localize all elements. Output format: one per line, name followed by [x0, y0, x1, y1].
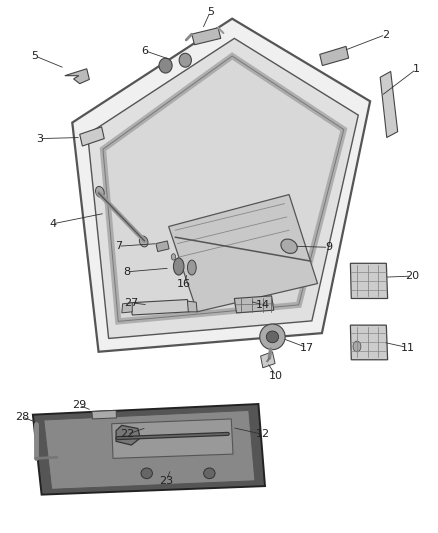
Text: 20: 20: [405, 271, 419, 281]
Polygon shape: [44, 410, 255, 489]
Text: 23: 23: [159, 476, 173, 486]
Polygon shape: [116, 425, 140, 445]
Polygon shape: [112, 419, 233, 458]
Text: 2: 2: [382, 30, 389, 39]
Text: 5: 5: [207, 7, 214, 17]
Text: 3: 3: [36, 134, 43, 143]
Polygon shape: [380, 71, 398, 138]
Polygon shape: [80, 127, 104, 146]
Polygon shape: [192, 28, 221, 45]
Ellipse shape: [173, 258, 184, 275]
Polygon shape: [33, 404, 265, 495]
Ellipse shape: [171, 254, 176, 260]
Polygon shape: [72, 19, 370, 352]
Text: 16: 16: [177, 279, 191, 288]
Ellipse shape: [266, 331, 279, 343]
Polygon shape: [234, 296, 274, 313]
Polygon shape: [350, 263, 388, 298]
Text: 10: 10: [269, 371, 283, 381]
Ellipse shape: [353, 341, 361, 352]
Text: 5: 5: [32, 51, 39, 61]
Polygon shape: [156, 241, 169, 252]
Polygon shape: [261, 352, 275, 368]
Polygon shape: [92, 410, 117, 419]
Polygon shape: [169, 195, 318, 312]
Text: 1: 1: [413, 64, 420, 74]
Ellipse shape: [187, 260, 196, 275]
Text: 17: 17: [300, 343, 314, 352]
Polygon shape: [187, 301, 197, 312]
Polygon shape: [122, 303, 132, 313]
Text: 27: 27: [124, 298, 138, 308]
Text: 22: 22: [120, 430, 134, 439]
Ellipse shape: [260, 324, 285, 350]
Text: 28: 28: [15, 412, 29, 422]
Polygon shape: [103, 56, 344, 321]
Text: 29: 29: [72, 400, 86, 410]
Text: 4: 4: [49, 219, 56, 229]
Polygon shape: [320, 46, 349, 66]
Ellipse shape: [179, 53, 191, 67]
Text: 7: 7: [115, 241, 122, 251]
Text: 11: 11: [400, 343, 414, 352]
Ellipse shape: [281, 239, 297, 253]
Polygon shape: [88, 38, 358, 338]
Text: 9: 9: [325, 243, 332, 252]
Ellipse shape: [159, 58, 172, 73]
Polygon shape: [350, 325, 388, 360]
Text: 8: 8: [124, 267, 131, 277]
Text: 12: 12: [256, 430, 270, 439]
Polygon shape: [65, 69, 89, 84]
Ellipse shape: [95, 187, 104, 197]
Ellipse shape: [139, 236, 148, 247]
Polygon shape: [131, 300, 189, 315]
Ellipse shape: [204, 468, 215, 479]
Ellipse shape: [141, 468, 152, 479]
Text: 6: 6: [141, 46, 148, 55]
Text: 14: 14: [256, 300, 270, 310]
